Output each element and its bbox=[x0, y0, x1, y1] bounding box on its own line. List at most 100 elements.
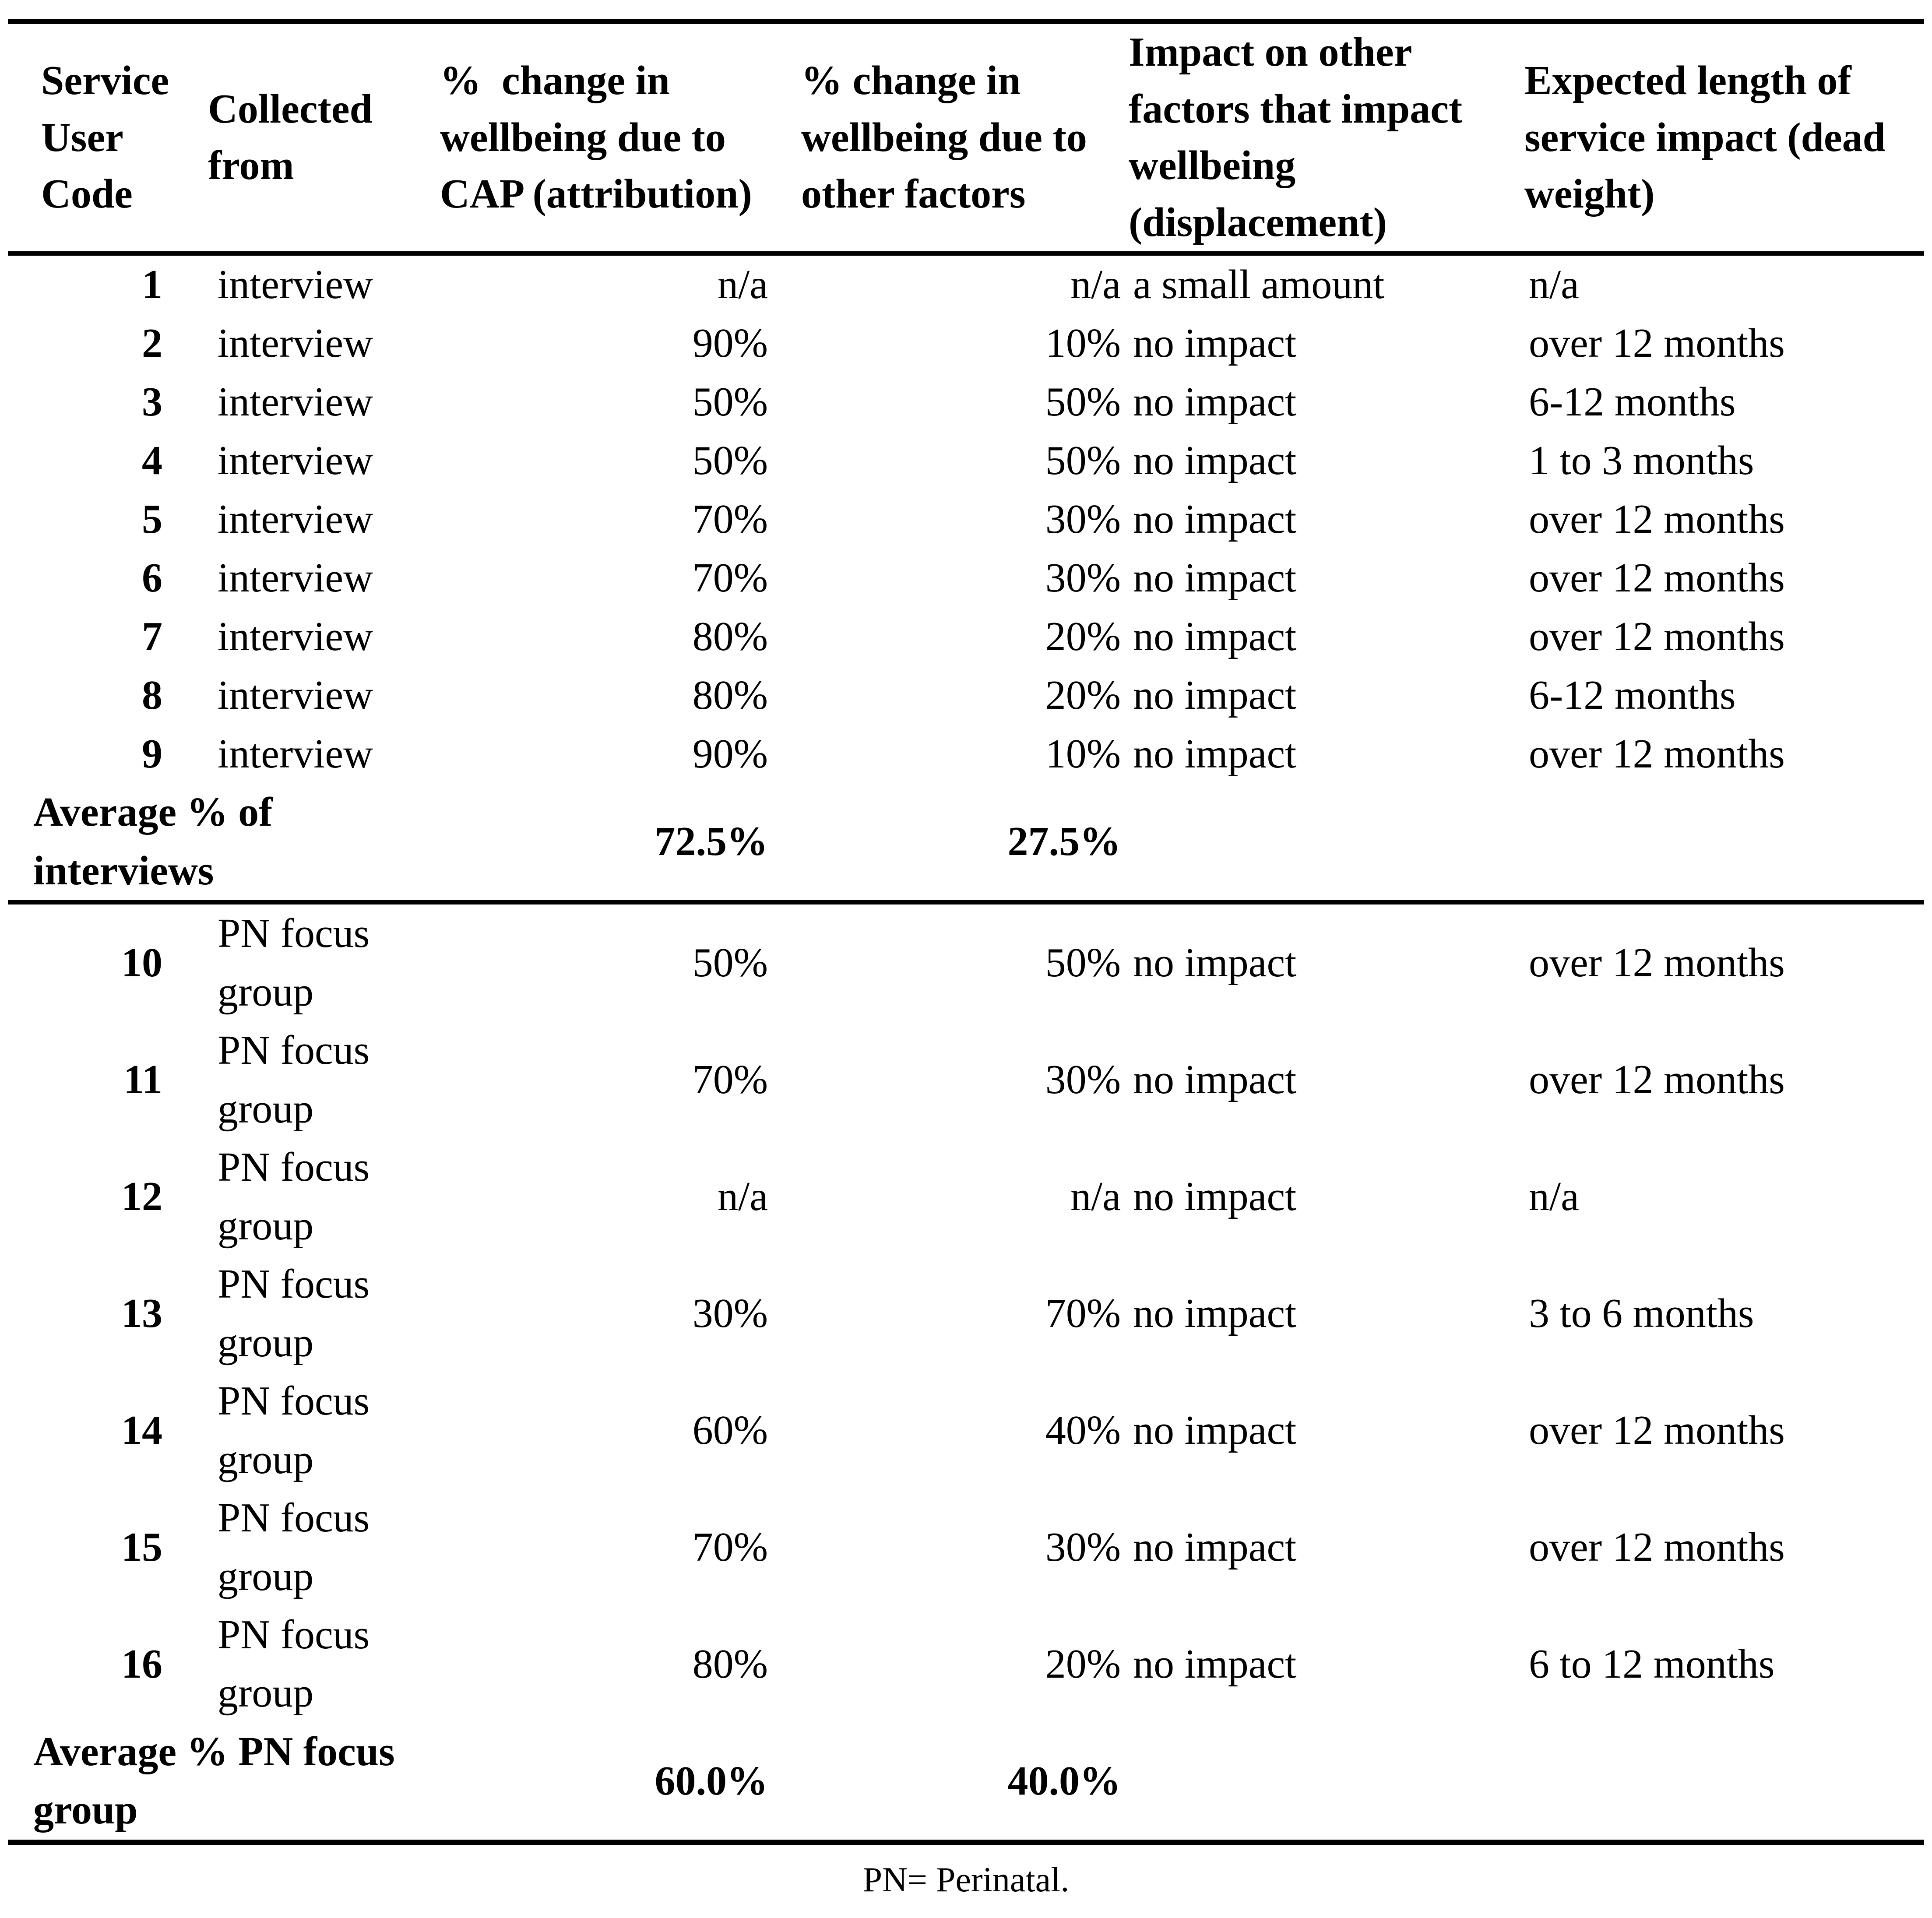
service-user-code-cell: 11 bbox=[123, 1057, 162, 1103]
cap-attribution-cell: 90% bbox=[692, 320, 768, 366]
displacement-cell: no impact bbox=[1133, 496, 1297, 542]
service-user-code-cell: 3 bbox=[142, 379, 162, 425]
displacement-cell: no impact bbox=[1133, 379, 1297, 425]
collected-from-cell: PN focus group bbox=[218, 1261, 370, 1365]
cap-attribution-cell: 80% bbox=[692, 613, 768, 659]
displacement-cell: no impact bbox=[1133, 555, 1297, 601]
displacement-cell: no impact bbox=[1133, 437, 1297, 483]
length-cell: over 12 months bbox=[1529, 320, 1785, 366]
interview-section: 1 interview n/a n/a a small amount n/a 2… bbox=[8, 253, 1924, 783]
table-row: 10 PN focus group 50% 50% no impact over… bbox=[8, 902, 1924, 1021]
cap-attribution-cell: 70% bbox=[692, 496, 768, 542]
cap-attribution-cell: 80% bbox=[692, 672, 768, 718]
length-cell: over 12 months bbox=[1529, 555, 1785, 601]
displacement-cell: no impact bbox=[1133, 1290, 1297, 1336]
header-row: Service User Code Collected from % chang… bbox=[8, 21, 1924, 256]
other-factors-cell: 20% bbox=[1045, 1641, 1121, 1687]
other-factors-cell: 70% bbox=[1045, 1290, 1121, 1336]
length-cell: over 12 months bbox=[1529, 613, 1785, 659]
cap-attribution-cell: 70% bbox=[692, 1057, 768, 1103]
service-user-code-cell: 8 bbox=[142, 672, 162, 718]
displacement-cell: no impact bbox=[1133, 613, 1297, 659]
interview-average-cap-cell: 72.5% bbox=[439, 783, 796, 905]
other-factors-cell: 50% bbox=[1045, 940, 1121, 986]
cap-attribution-cell: 80% bbox=[692, 1641, 768, 1687]
service-user-code-cell: 5 bbox=[142, 496, 162, 542]
collected-from-cell: interview bbox=[218, 437, 373, 483]
displacement-cell: no impact bbox=[1133, 1173, 1297, 1219]
table-row: 2 interview 90% 10% no impact over 12 mo… bbox=[8, 314, 1924, 373]
col-header-collected-from: Collected from bbox=[207, 21, 439, 256]
other-factors-cell: 30% bbox=[1045, 1524, 1121, 1570]
service-user-code-cell: 15 bbox=[121, 1524, 162, 1570]
table-row: 7 interview 80% 20% no impact over 12 mo… bbox=[8, 607, 1924, 666]
cap-attribution-cell: n/a bbox=[718, 261, 768, 307]
focus-average-other-cell: 40.0% bbox=[796, 1722, 1127, 1845]
interview-average-section: Average % of interviews 72.5% 27.5% bbox=[8, 783, 1924, 905]
table-row: 15 PN focus group 70% 30% no impact over… bbox=[8, 1489, 1924, 1606]
collected-from-cell: interview bbox=[218, 613, 373, 659]
displacement-cell: no impact bbox=[1133, 672, 1297, 718]
collected-from-cell: PN focus group bbox=[218, 1378, 370, 1482]
table-row: 6 interview 70% 30% no impact over 12 mo… bbox=[8, 549, 1924, 607]
focus-group-section: 10 PN focus group 50% 50% no impact over… bbox=[8, 902, 1924, 1723]
service-user-code-cell: 4 bbox=[142, 437, 162, 483]
displacement-cell: no impact bbox=[1133, 320, 1297, 366]
table-row: 1 interview n/a n/a a small amount n/a bbox=[8, 253, 1924, 314]
table-row: 14 PN focus group 60% 40% no impact over… bbox=[8, 1372, 1924, 1489]
collected-from-cell: interview bbox=[218, 672, 373, 718]
length-cell: n/a bbox=[1529, 261, 1579, 307]
other-factors-cell: 30% bbox=[1045, 496, 1121, 542]
focus-average-cap-cell: 60.0% bbox=[439, 1722, 796, 1845]
service-user-code-cell: 6 bbox=[142, 555, 162, 601]
displacement-cell: no impact bbox=[1133, 1407, 1297, 1453]
other-factors-cell: 40% bbox=[1045, 1407, 1121, 1453]
length-cell: over 12 months bbox=[1529, 496, 1785, 542]
table-row: 8 interview 80% 20% no impact 6-12 month… bbox=[8, 666, 1924, 725]
focus-average-row: Average % PN focus group 60.0% 40.0% bbox=[8, 1722, 1924, 1845]
interview-average-label: Average % of interviews bbox=[8, 783, 439, 905]
col-header-dead-weight: Expected length of service impact (dead … bbox=[1523, 21, 1924, 256]
length-cell: over 12 months bbox=[1529, 1524, 1785, 1570]
table-row: 11 PN focus group 70% 30% no impact over… bbox=[8, 1021, 1924, 1138]
table-row: 9 interview 90% 10% no impact over 12 mo… bbox=[8, 725, 1924, 783]
displacement-cell: no impact bbox=[1133, 731, 1297, 777]
displacement-cell: no impact bbox=[1133, 1641, 1297, 1687]
footnote: PN= Perinatal. bbox=[862, 1860, 1070, 1899]
other-factors-cell: 50% bbox=[1045, 437, 1121, 483]
interview-average-empty-length-cell bbox=[1523, 783, 1924, 905]
cap-attribution-cell: 50% bbox=[692, 940, 768, 986]
length-cell: n/a bbox=[1529, 1173, 1579, 1219]
cap-attribution-cell: 90% bbox=[692, 731, 768, 777]
service-user-code-cell: 7 bbox=[142, 613, 162, 659]
cap-attribution-cell: 30% bbox=[692, 1290, 768, 1336]
collected-from-cell: PN focus group bbox=[218, 911, 370, 1015]
collected-from-cell: interview bbox=[218, 496, 373, 542]
focus-average-section: Average % PN focus group 60.0% 40.0% bbox=[8, 1722, 1924, 1845]
other-factors-cell: 50% bbox=[1045, 379, 1121, 425]
cap-attribution-cell: 60% bbox=[692, 1407, 768, 1453]
collected-from-cell: PN focus group bbox=[218, 1612, 370, 1716]
col-header-displacement: Impact on other factors that impact well… bbox=[1127, 21, 1523, 256]
length-cell: over 12 months bbox=[1529, 1407, 1785, 1453]
length-cell: 6 to 12 months bbox=[1529, 1641, 1775, 1687]
other-factors-cell: 30% bbox=[1045, 555, 1121, 601]
other-factors-cell: 30% bbox=[1045, 1057, 1121, 1103]
collected-from-cell: interview bbox=[218, 731, 373, 777]
focus-average-label: Average % PN focus group bbox=[8, 1722, 439, 1845]
table-row: 3 interview 50% 50% no impact 6-12 month… bbox=[8, 373, 1924, 431]
cap-attribution-cell: n/a bbox=[718, 1173, 768, 1219]
other-factors-cell: 20% bbox=[1045, 672, 1121, 718]
collected-from-cell: PN focus group bbox=[218, 1028, 370, 1132]
collected-from-cell: interview bbox=[218, 320, 373, 366]
results-table: Service User Code Collected from % chang… bbox=[8, 19, 1924, 1845]
service-user-code-cell: 2 bbox=[142, 320, 162, 366]
other-factors-cell: 10% bbox=[1045, 731, 1121, 777]
displacement-cell: no impact bbox=[1133, 1057, 1297, 1103]
length-cell: 6-12 months bbox=[1529, 672, 1736, 718]
col-header-other-factors: % change in wellbeing due to other facto… bbox=[796, 21, 1127, 256]
table-row: 4 interview 50% 50% no impact 1 to 3 mon… bbox=[8, 431, 1924, 490]
collected-from-cell: PN focus group bbox=[218, 1144, 370, 1249]
displacement-cell: no impact bbox=[1133, 1524, 1297, 1570]
